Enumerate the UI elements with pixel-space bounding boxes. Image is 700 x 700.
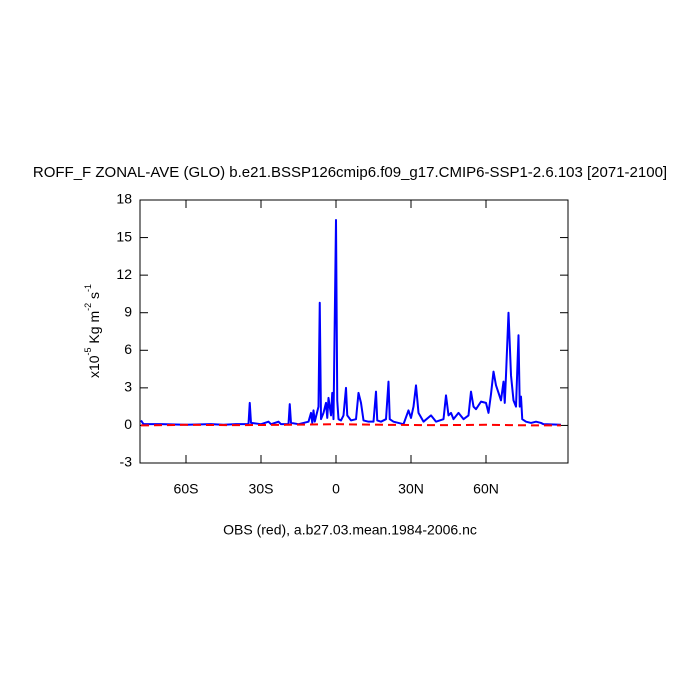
y-label-part: x10 — [86, 355, 102, 378]
x-tick-label: 60N — [473, 481, 499, 497]
y-label-part: -1 — [83, 284, 93, 292]
x-tick-label: 60S — [174, 481, 199, 497]
y-tick-label: 9 — [124, 303, 132, 319]
plot-frame — [139, 199, 569, 464]
series-line — [140, 219, 562, 426]
y-label-part: -5 — [83, 347, 93, 355]
x-axis-label: OBS (red), a.b27.03.mean.1984-2006.nc — [223, 522, 477, 538]
x-tick-label: 30S — [249, 481, 274, 497]
y-tick-label: -3 — [120, 454, 133, 470]
y-label-part: s — [86, 292, 102, 303]
y-tick-label: 6 — [124, 341, 132, 357]
y-tick-label: 3 — [124, 379, 132, 395]
y-tick-label: 18 — [116, 191, 132, 207]
y-label-part: -2 — [83, 303, 93, 311]
chart-title: ROFF_F ZONAL-AVE (GLO) b.e21.BSSP126cmip… — [33, 164, 667, 181]
y-axis-label: x10-5 Kg m-2 s-1 — [83, 284, 101, 378]
series-line — [140, 423, 561, 427]
x-tick-label: 30N — [398, 481, 424, 497]
y-label-part: Kg m — [86, 311, 102, 348]
y-tick-label: 15 — [116, 228, 132, 244]
y-tick-label: 12 — [116, 266, 132, 282]
x-tick-label: 0 — [332, 481, 340, 497]
y-tick-label: 0 — [124, 416, 132, 432]
